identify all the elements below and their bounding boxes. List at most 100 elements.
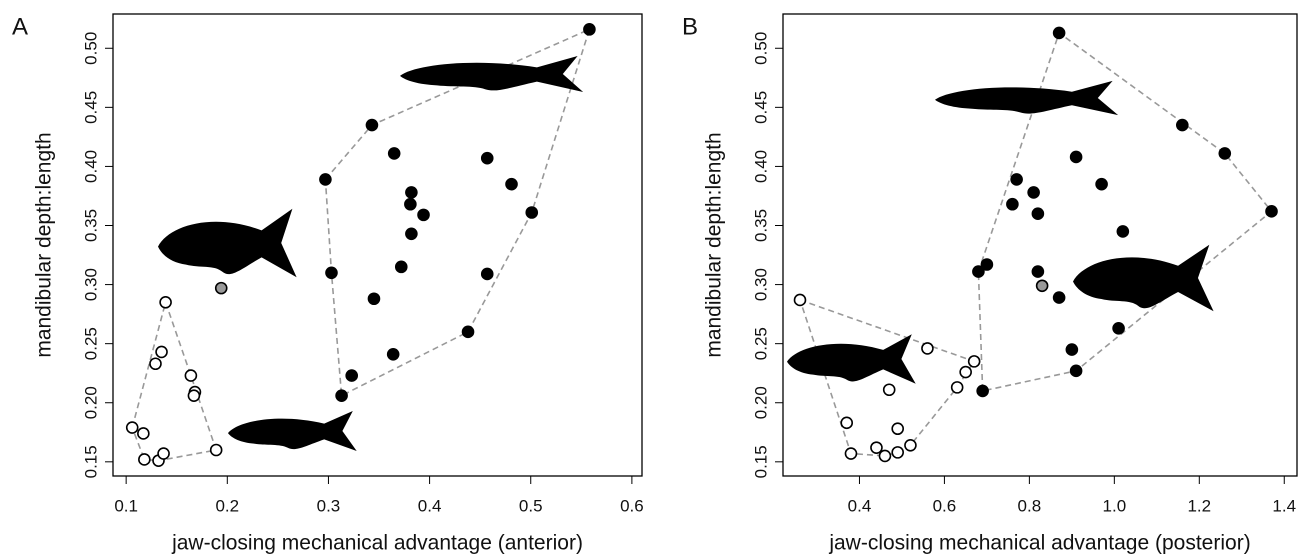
open-point	[209, 443, 223, 457]
point	[525, 206, 539, 219]
fish-icon	[228, 411, 357, 451]
open-point	[891, 422, 904, 436]
x-tick-label: 1.0	[1103, 496, 1127, 515]
fish-icon	[787, 334, 916, 384]
y-tick-label: 0.30	[751, 268, 770, 301]
open-point	[187, 389, 201, 402]
open-point	[137, 427, 150, 440]
point	[405, 227, 418, 241]
open-point	[959, 365, 972, 379]
point	[1035, 279, 1049, 293]
point	[1116, 225, 1130, 238]
open-point	[950, 381, 964, 394]
open-point	[882, 383, 896, 397]
fish-silhouettes	[158, 55, 1214, 451]
y-tick-label: 0.35	[81, 209, 100, 242]
point	[365, 118, 379, 132]
panel-label: B	[682, 13, 698, 40]
point	[214, 281, 228, 295]
open-point	[157, 447, 170, 460]
y-tick-label: 0.35	[751, 209, 770, 242]
point	[480, 267, 494, 281]
x-axis-title: jaw-closing mechanical advantage (poster…	[828, 532, 1250, 555]
y-axis-title: mandibular depth:length	[33, 132, 56, 357]
x-tick-label: 0.1	[114, 496, 138, 515]
point	[583, 23, 596, 36]
y-axis-title: mandibular depth:length	[703, 132, 726, 357]
point	[1052, 26, 1066, 40]
open-point	[159, 296, 172, 309]
point	[404, 197, 417, 211]
open-point	[155, 345, 168, 359]
open-point	[184, 369, 198, 382]
open-point	[125, 421, 139, 434]
x-tick-label: 1.2	[1187, 496, 1211, 515]
y-tick-label: 0.40	[81, 150, 100, 183]
open-point	[149, 357, 162, 371]
y-tick-label: 0.15	[81, 445, 100, 478]
point	[1031, 265, 1045, 278]
fish-icon	[1073, 244, 1214, 312]
point	[976, 384, 989, 398]
y-tick-label: 0.50	[751, 32, 770, 65]
hull	[977, 31, 1273, 392]
open-point	[840, 416, 854, 430]
point	[1010, 173, 1023, 186]
y-tick-label: 0.45	[751, 91, 770, 124]
hull	[798, 298, 976, 457]
y-tick-label: 0.40	[751, 150, 770, 183]
open-point	[921, 342, 934, 355]
open-point	[793, 293, 807, 307]
open-point	[878, 449, 892, 463]
y-tick-label: 0.50	[81, 32, 100, 65]
point	[1176, 118, 1189, 132]
y-tick-label: 0.45	[81, 91, 100, 124]
x-tick-label: 0.2	[215, 496, 239, 515]
point	[1027, 186, 1040, 199]
fish-icon	[158, 208, 297, 278]
x-tick-label: 0.4	[418, 496, 442, 515]
y-tick-label: 0.25	[81, 327, 100, 360]
x-tick-label: 1.4	[1272, 496, 1296, 515]
fish-icon	[400, 55, 584, 93]
point	[1065, 343, 1079, 356]
point	[1265, 205, 1278, 218]
x-tick-label: 0.4	[848, 496, 872, 515]
point	[480, 151, 494, 165]
point	[505, 177, 518, 191]
plot-frame	[112, 13, 643, 477]
point	[972, 265, 985, 278]
point	[980, 258, 994, 271]
point	[1006, 197, 1019, 211]
point	[325, 266, 338, 280]
point	[319, 173, 332, 186]
y-tick-label: 0.20	[751, 386, 770, 419]
x-tick-label: 0.8	[1018, 496, 1042, 515]
point	[387, 147, 401, 160]
x-tick-label: 0.3	[317, 496, 341, 515]
point	[1095, 177, 1108, 191]
point	[345, 369, 359, 382]
open-point	[904, 438, 917, 452]
point	[394, 260, 408, 274]
open-point	[891, 446, 904, 459]
y-tick-label: 0.30	[81, 268, 100, 301]
point	[335, 389, 348, 402]
x-axis-title: jaw-closing mechanical advantage (anteri…	[171, 532, 583, 555]
open-point	[844, 447, 858, 460]
open-point	[138, 453, 151, 466]
open-point	[870, 441, 883, 454]
x-tick-label: 0.6	[620, 496, 644, 515]
open-point	[967, 355, 981, 368]
panel-label: A	[12, 13, 28, 40]
hull	[324, 27, 591, 397]
point	[1069, 150, 1083, 164]
point	[1069, 364, 1083, 378]
plot-frame	[782, 13, 1298, 477]
x-tick-label: 0.6	[933, 496, 957, 515]
point	[1031, 207, 1045, 220]
y-tick-label: 0.15	[751, 445, 770, 478]
point	[417, 208, 430, 222]
point	[386, 347, 400, 361]
